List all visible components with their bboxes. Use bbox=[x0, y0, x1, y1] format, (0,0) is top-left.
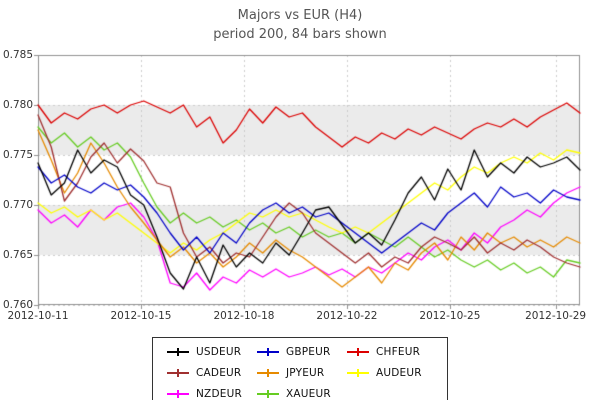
legend-item: AUDEUR bbox=[347, 367, 433, 379]
legend-line-swatch bbox=[257, 347, 279, 357]
legend-label: AUDEUR bbox=[376, 367, 422, 379]
x-tick-label: 2012-10-25 bbox=[419, 310, 481, 322]
y-tick-label: 0.760 bbox=[2, 299, 33, 311]
legend-line-swatch bbox=[347, 347, 369, 357]
legend-label: CADEUR bbox=[196, 367, 242, 379]
legend-line-swatch bbox=[257, 389, 279, 399]
legend-line-swatch bbox=[167, 389, 189, 399]
legend-label: GBPEUR bbox=[286, 346, 331, 358]
legend-label: XAUEUR bbox=[286, 388, 331, 400]
x-tick-label: 2012-10-22 bbox=[316, 310, 378, 322]
legend-label: NZDEUR bbox=[196, 388, 242, 400]
y-tick-label: 0.785 bbox=[2, 49, 33, 61]
legend-item: NZDEUR bbox=[167, 388, 253, 400]
legend-line-swatch bbox=[257, 368, 279, 378]
legend-line-swatch bbox=[167, 347, 189, 357]
legend-line-swatch bbox=[347, 368, 369, 378]
legend-label: CHFEUR bbox=[376, 346, 421, 358]
y-tick-label: 0.770 bbox=[2, 199, 33, 211]
x-tick-label: 2012-10-11 bbox=[7, 310, 69, 322]
legend-item: CADEUR bbox=[167, 367, 253, 379]
legend-item: CHFEUR bbox=[347, 346, 433, 358]
x-tick-label: 2012-10-15 bbox=[110, 310, 172, 322]
legend-item: USDEUR bbox=[167, 346, 253, 358]
y-tick-label: 0.765 bbox=[2, 249, 33, 261]
legend-item: XAUEUR bbox=[257, 388, 343, 400]
y-tick-label: 0.775 bbox=[2, 149, 33, 161]
x-tick-label: 2012-10-18 bbox=[213, 310, 275, 322]
legend-item: GBPEUR bbox=[257, 346, 343, 358]
legend-item: JPYEUR bbox=[257, 367, 343, 379]
legend: USDEUR GBPEUR CHFEUR CADEUR JPYEUR AUDEUR NZDE… bbox=[152, 337, 448, 400]
legend-label: JPYEUR bbox=[286, 367, 325, 379]
y-tick-label: 0.780 bbox=[2, 99, 33, 111]
legend-line-swatch bbox=[167, 368, 189, 378]
legend-label: USDEUR bbox=[196, 346, 242, 358]
x-tick-label: 2012-10-29 bbox=[525, 310, 587, 322]
